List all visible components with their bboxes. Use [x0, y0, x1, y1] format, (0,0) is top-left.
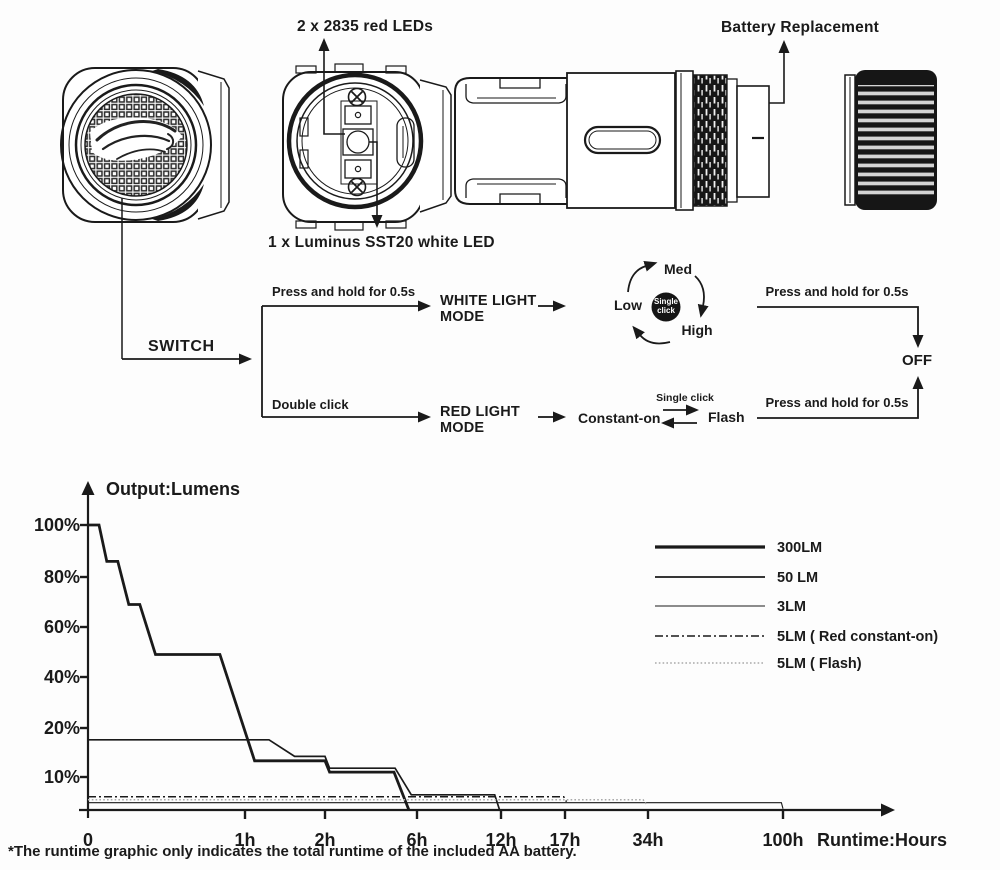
chart-series-lines — [88, 523, 784, 811]
press-hold-label-2: Press and hold for 0.5s — [765, 284, 909, 299]
x-tick-100h: 100h — [762, 830, 804, 850]
brand-bird-logo — [90, 117, 182, 161]
runtime-chart — [79, 481, 895, 819]
red-off-connector — [757, 376, 924, 419]
x-tick-6h: 6h — [406, 830, 428, 850]
tail-thread-section — [736, 85, 770, 198]
tailcap-drawing — [844, 70, 937, 210]
y-tick-100: 100% — [33, 515, 80, 535]
white-light-line1: WHITE LIGHT — [440, 293, 537, 309]
x-tick-34h: 34h — [632, 830, 664, 850]
flow-diagram-lines — [122, 261, 924, 429]
x-tick-2h: 2h — [314, 830, 336, 850]
series-line-50 LM — [88, 738, 501, 811]
x-tick-1h: 1h — [234, 830, 256, 850]
legend-label-50lm: 50 LM — [777, 570, 819, 586]
chart-title: Output:Lumens — [106, 479, 240, 499]
series-line-3LM — [88, 802, 784, 809]
cycle-arrow-med-high — [694, 275, 709, 318]
legend-label-5lm-flash: 5LM ( Flash) — [777, 656, 862, 672]
series-line-5LM ( Flash) — [88, 799, 649, 807]
series-line-5LM ( Red constant-on) — [88, 796, 568, 803]
single-click-circle-label: Single click — [653, 297, 679, 315]
single-click-line2: click — [657, 305, 675, 315]
side-view-drawing — [454, 40, 790, 211]
red-light-mode-label: RED LIGHT MODE — [440, 404, 520, 436]
legend-label-300lm: 300LM — [777, 540, 823, 556]
y-tick-40: 40% — [43, 667, 80, 687]
battery-label: Battery Replacement — [721, 19, 879, 36]
white-light-line2: MODE — [440, 308, 485, 325]
y-tick-80: 80% — [43, 567, 80, 587]
red-light-line2: MODE — [440, 419, 485, 436]
single-click-circle — [651, 292, 681, 322]
red-light-line1: RED LIGHT — [440, 404, 520, 420]
front-view-drawing — [60, 67, 230, 359]
flash-label: Flash — [708, 409, 745, 425]
x-tick-12h: 12h — [485, 830, 517, 850]
switch-label: SWITCH — [148, 338, 215, 355]
red-led-top — [344, 105, 372, 125]
x-axis-arrowhead — [881, 803, 895, 817]
red-leds-label: 2 x 2835 red LEDs — [296, 18, 434, 35]
y-tick-60: 60% — [43, 617, 80, 637]
red-leds-arrow — [318, 38, 345, 135]
body-slot — [583, 125, 662, 155]
white-off-connector — [757, 306, 924, 348]
x-axis-title: Runtime:Hours — [817, 830, 947, 850]
double-click-label: Double click — [272, 397, 349, 412]
off-label: OFF — [902, 352, 932, 369]
y-axis-arrowhead — [81, 481, 95, 495]
x-tick-17h: 17h — [549, 830, 581, 850]
y-tick-20: 20% — [43, 718, 80, 738]
cycle-arrow-high-low — [632, 325, 671, 345]
axis-tick-marks — [80, 523, 785, 819]
high-label: High — [681, 322, 713, 338]
legend-swatch-lines — [655, 545, 765, 664]
red-led-bottom — [344, 159, 372, 179]
constant-on-label: Constant-on — [578, 410, 661, 426]
white-light-mode-label: WHITE LIGHT MODE — [440, 293, 537, 325]
med-label: Med — [664, 261, 692, 277]
legend-label-5lm-red: 5LM ( Red constant-on) — [777, 629, 939, 645]
tailcap-knurl-stripes — [858, 85, 934, 195]
cycle-arrow-low-med — [627, 261, 658, 293]
low-label: Low — [614, 297, 642, 313]
battery-arrow — [769, 40, 790, 104]
single-click-small-label: Single click — [656, 392, 714, 404]
white-led-label: 1 x Luminus SST20 white LED — [268, 234, 495, 251]
rear-led-view-drawing — [282, 38, 452, 231]
y-tick-10: 10% — [43, 767, 80, 787]
white-led-arrow — [369, 141, 383, 228]
single-click-line1: Single — [653, 297, 679, 306]
knurled-ring — [693, 74, 728, 207]
footnote: *The runtime graphic only indicates the … — [8, 843, 577, 860]
series-line-300LM — [88, 523, 411, 811]
press-hold-label-1: Press and hold for 0.5s — [272, 284, 416, 299]
legend-label-3lm: 3LM — [777, 599, 806, 615]
x-tick-0: 0 — [82, 830, 94, 850]
press-hold-label-3: Press and hold for 0.5s — [765, 395, 909, 410]
